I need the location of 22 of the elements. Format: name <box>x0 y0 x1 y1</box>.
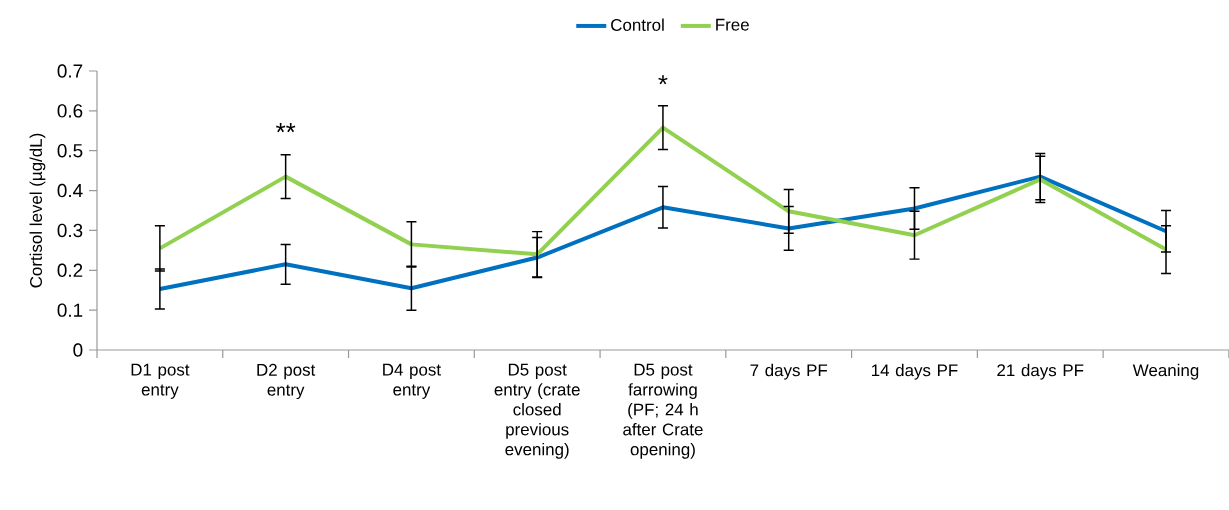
x-tick-label: D4 post entry <box>383 363 441 399</box>
y-tick-label: 0.4 <box>57 183 83 198</box>
x-tick-label: 14 days PF <box>872 363 958 380</box>
legend-label: Free <box>716 18 749 31</box>
x-tick-label: 7 days PF <box>750 363 828 380</box>
y-tick-label: 0.2 <box>57 263 83 277</box>
legend-label: Control <box>611 18 664 31</box>
x-tick-label: Weaning <box>1132 363 1199 380</box>
y-tick-label: 0.3 <box>57 223 83 238</box>
x-tick-label: D2 post entry <box>257 363 316 400</box>
y-tick-label: 0 <box>73 343 83 357</box>
y-tick-label: 0.5 <box>57 144 83 158</box>
y-tick-label: 0.6 <box>57 104 83 118</box>
x-tick-label: 21 days PF <box>997 363 1084 380</box>
x-tick-label: D1 post entry <box>131 363 190 399</box>
x-tick-label: D5 post entry (crate closed previous evening) <box>494 363 580 459</box>
annotation: ** <box>275 123 296 133</box>
y-tick-label: 0.1 <box>57 303 83 317</box>
x-tick-label: D5 post farrowing (PF; 24 h after Crate opening) <box>623 363 703 459</box>
y-axis-title: Cortisol level (µg/dL) <box>29 133 46 288</box>
annotation: * <box>658 75 668 85</box>
y-tick-label: 0.7 <box>57 64 83 78</box>
